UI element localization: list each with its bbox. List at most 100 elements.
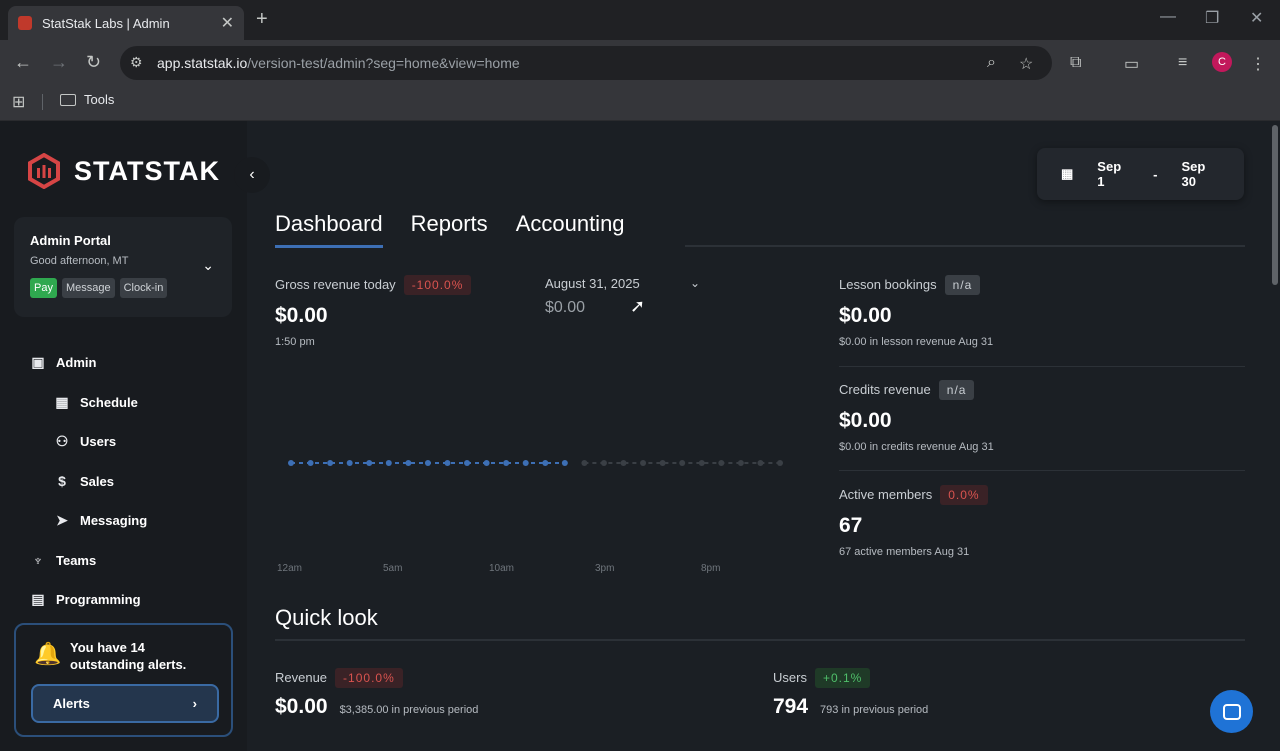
metric-label: Gross revenue today (275, 277, 396, 292)
gross-revenue-today: Gross revenue today -100.0% $0.00 1:50 pm (275, 275, 472, 348)
back-icon[interactable]: ← (14, 52, 32, 72)
x-tick-label: 3pm (595, 563, 614, 574)
compare-date-dropdown[interactable]: August 31, 2025 ⌄ $0.00 (545, 276, 700, 317)
clipboard-icon: ▤ (31, 591, 45, 608)
minimize-icon[interactable]: — (1160, 8, 1176, 25)
pay-button[interactable]: Pay (30, 278, 57, 298)
browser-tabstrip: StatStak Labs | Admin ✕ + — ❐ ✕ (0, 0, 1280, 40)
close-tab-icon[interactable]: ✕ (220, 15, 234, 32)
sidebar-item-schedule[interactable]: ▦ Schedule (30, 383, 230, 423)
url-host: app.statstak.io (157, 55, 248, 71)
briefcase-icon: ▣ (31, 354, 45, 371)
message-button[interactable]: Message (61, 278, 115, 298)
data-point (718, 460, 725, 466)
data-point (522, 460, 529, 466)
metric-label: Credits revenue (839, 382, 931, 397)
change-badge: +0.1% (814, 668, 871, 688)
apps-grid-icon[interactable]: ⊞ (12, 94, 26, 111)
main-tabs: Dashboard Reports Accounting (275, 211, 625, 248)
sidebar-item-sales[interactable]: $ Sales (30, 462, 230, 502)
profile-avatar[interactable]: C (1212, 52, 1232, 72)
data-point (757, 460, 764, 466)
metric-value: 794 (773, 695, 809, 718)
brand-logo[interactable]: STATSTAK (26, 153, 220, 189)
folder-icon (60, 93, 76, 106)
browser-toolbar: ← → ↻ ⚙ app.statstak.io/version-test/adm… (0, 40, 1280, 86)
sidebar-item-label: Messaging (80, 513, 148, 529)
date-start: Sep 1 (1097, 159, 1122, 189)
cast-icon[interactable]: ▭ (1124, 56, 1140, 73)
x-tick-label: 12am (277, 563, 302, 574)
change-badge: -100.0% (403, 275, 472, 295)
site-settings-icon[interactable]: ⚙ (130, 54, 143, 70)
forward-icon[interactable]: → (50, 52, 68, 72)
send-icon: ➤ (56, 512, 68, 529)
data-point (346, 460, 353, 466)
media-icon[interactable]: ≡ (1178, 54, 1188, 71)
reload-icon[interactable]: ↻ (86, 52, 102, 72)
data-point (561, 460, 568, 466)
data-point (640, 460, 647, 466)
metric-active-members: Active members 0.0% 67 67 active members … (839, 485, 1245, 558)
address-bar[interactable]: ⚙ app.statstak.io/version-test/admin?seg… (120, 46, 1052, 80)
sidebar-item-teams[interactable]: ♆ Teams (30, 541, 230, 581)
dollar-icon: $ (58, 473, 66, 490)
tab-accounting[interactable]: Accounting (515, 211, 625, 236)
statstak-logo-icon (28, 153, 60, 189)
restore-icon[interactable]: ❐ (1205, 10, 1220, 27)
tab-reports[interactable]: Reports (410, 211, 488, 236)
metric-label: Revenue (275, 670, 328, 685)
compare-value: $0.00 (545, 299, 586, 316)
admin-portal-card[interactable]: Admin Portal Good afternoon, MT ⌄ Pay Me… (14, 217, 232, 317)
extensions-icon[interactable]: ⧉ (1070, 54, 1082, 71)
date-range-picker[interactable]: ▦ Sep 1 - Sep 30 (1037, 148, 1244, 200)
mouse-cursor-icon: ➚ (630, 296, 646, 316)
data-point (581, 460, 588, 466)
chevron-left-icon: ‹ (249, 166, 255, 183)
url-path: /version-test/admin?seg=home&view=home (247, 55, 520, 71)
sidebar-item-messaging[interactable]: ➤ Messaging (30, 501, 230, 541)
data-point (307, 460, 314, 466)
data-point (777, 460, 783, 466)
data-point (620, 460, 627, 466)
tab-dashboard[interactable]: Dashboard (275, 211, 383, 248)
bookmark-folder-tools[interactable]: Tools (60, 92, 114, 107)
status-badge: n/a (938, 380, 975, 400)
sidebar-item-users[interactable]: ⚇ Users (30, 422, 230, 462)
window-close-icon[interactable]: ✕ (1250, 10, 1264, 27)
sidebar-item-admin[interactable]: ▣ Admin (30, 343, 230, 383)
chrome-menu-icon[interactable]: ⋮ (1250, 56, 1266, 73)
users-icon: ⚇ (55, 433, 69, 450)
sidebar-item-label: Users (80, 434, 117, 450)
metric-sub: 793 in previous period (820, 704, 929, 716)
bookmark-star-icon[interactable]: ☆ (1019, 56, 1034, 73)
data-point (444, 460, 451, 466)
chevron-down-icon[interactable]: ⌄ (202, 257, 214, 273)
new-tab-icon[interactable]: + (256, 8, 268, 30)
collapse-sidebar-button[interactable]: ‹ (234, 157, 270, 193)
scrollbar-thumb[interactable] (1272, 125, 1278, 285)
alerts-button[interactable]: Alerts › (31, 684, 219, 723)
data-point (542, 460, 549, 466)
statstak-favicon-icon (18, 16, 32, 30)
zoom-icon[interactable]: ⌕ (987, 54, 996, 71)
chat-support-button[interactable] (1210, 690, 1253, 733)
sidebar-item-programming[interactable]: ▤ Programming (30, 580, 230, 620)
portal-title: Admin Portal (30, 233, 111, 248)
alerts-message: You have 14 outstanding alerts. (70, 640, 187, 672)
metric-time: 1:50 pm (275, 336, 315, 348)
metric-label: Lesson bookings (839, 277, 937, 292)
data-point (659, 460, 666, 466)
data-point (366, 460, 373, 466)
calendar-icon: ▦ (55, 393, 69, 410)
revenue-today-chart: 12am 5am 10am 3pm 8pm (277, 460, 783, 574)
data-point (327, 460, 334, 466)
data-point (698, 460, 705, 466)
clock-in-button[interactable]: Clock-in (119, 278, 168, 298)
sidebar-item-label: Sales (80, 473, 114, 489)
brand-name: STATSTAK (74, 155, 220, 186)
quick-look-title: Quick look (275, 605, 378, 630)
page-scrollbar[interactable] (1270, 121, 1280, 751)
browser-tab[interactable]: StatStak Labs | Admin ✕ (8, 6, 244, 40)
metric-sub: 67 active members Aug 31 (839, 546, 970, 558)
